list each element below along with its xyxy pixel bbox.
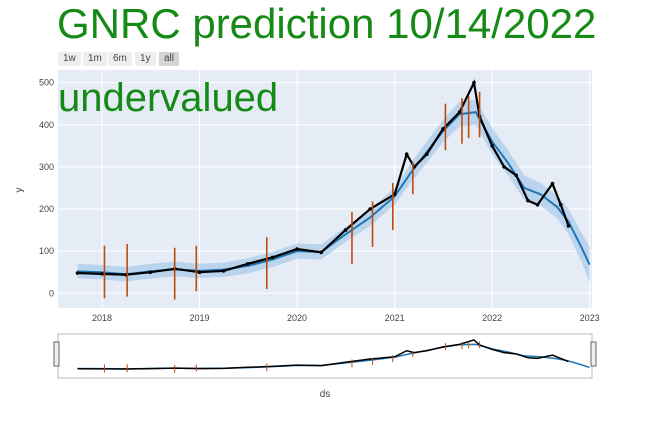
mini-actual-line <box>77 339 569 370</box>
actual-point <box>424 152 429 157</box>
actual-point <box>550 181 555 186</box>
y-tick-label: 0 <box>49 288 54 298</box>
actual-point <box>246 261 250 266</box>
rangeslider-bg[interactable] <box>57 333 593 379</box>
actual-point <box>441 127 445 131</box>
range-button-1m[interactable]: 1m <box>83 52 107 66</box>
range-button-6m[interactable]: 6m <box>108 52 132 66</box>
x-axis-label: ds <box>320 389 331 400</box>
actual-point <box>75 271 80 275</box>
actual-point <box>270 255 275 260</box>
uncertainty-band-group <box>77 99 590 283</box>
range-button-1y[interactable]: 1y <box>135 52 156 66</box>
y-tick-label: 400 <box>39 120 54 130</box>
actual-point <box>197 270 202 274</box>
rangeslider-handle-left[interactable] <box>53 341 60 367</box>
x-tick-label: 2023 <box>580 313 600 323</box>
y-tick-labels: 0 100 200 300 400 500 <box>39 78 54 299</box>
x-tick-label: 2022 <box>482 313 502 323</box>
y-tick-label: 500 <box>39 78 54 88</box>
actual-point <box>457 110 462 114</box>
x-tick-label: 2021 <box>385 313 405 323</box>
x-tick-label: 2020 <box>287 313 307 323</box>
actual-point <box>404 152 409 157</box>
actual-point <box>343 228 348 232</box>
changepoint-group <box>103 91 481 300</box>
y-tick-label: 300 <box>39 162 54 172</box>
actual-point <box>514 173 518 178</box>
range-button-1w[interactable]: 1w <box>58 52 81 66</box>
actual-point <box>368 207 372 211</box>
actual-point <box>472 80 476 85</box>
y-axis-label: y <box>14 188 25 193</box>
actual-point <box>295 247 299 251</box>
actual-point <box>535 202 540 207</box>
actual-point <box>319 250 324 255</box>
range-button-all[interactable]: all <box>159 52 180 66</box>
x-tick-labels: 2018 2019 2020 2021 2022 2023 <box>92 313 600 323</box>
x-tick-label: 2018 <box>92 313 112 323</box>
y-tick-label: 200 <box>39 204 54 214</box>
rangeslider-preview <box>77 339 590 373</box>
x-tick-label: 2019 <box>189 313 209 323</box>
actual-point <box>558 202 563 207</box>
actual-point <box>148 270 153 274</box>
actual-point <box>502 165 506 169</box>
actual-point <box>526 198 530 203</box>
actual-point <box>221 269 226 273</box>
rangeslider-handle-right[interactable] <box>590 341 597 367</box>
valuation-verdict: undervalued <box>58 76 279 120</box>
actual-point <box>100 272 104 276</box>
actual-point <box>490 144 494 148</box>
actual-point <box>392 192 397 197</box>
y-tick-label: 100 <box>39 246 54 256</box>
page-title: GNRC prediction 10/14/2022 <box>57 0 597 47</box>
uncertainty-band <box>77 99 590 283</box>
actual-point <box>566 224 571 228</box>
